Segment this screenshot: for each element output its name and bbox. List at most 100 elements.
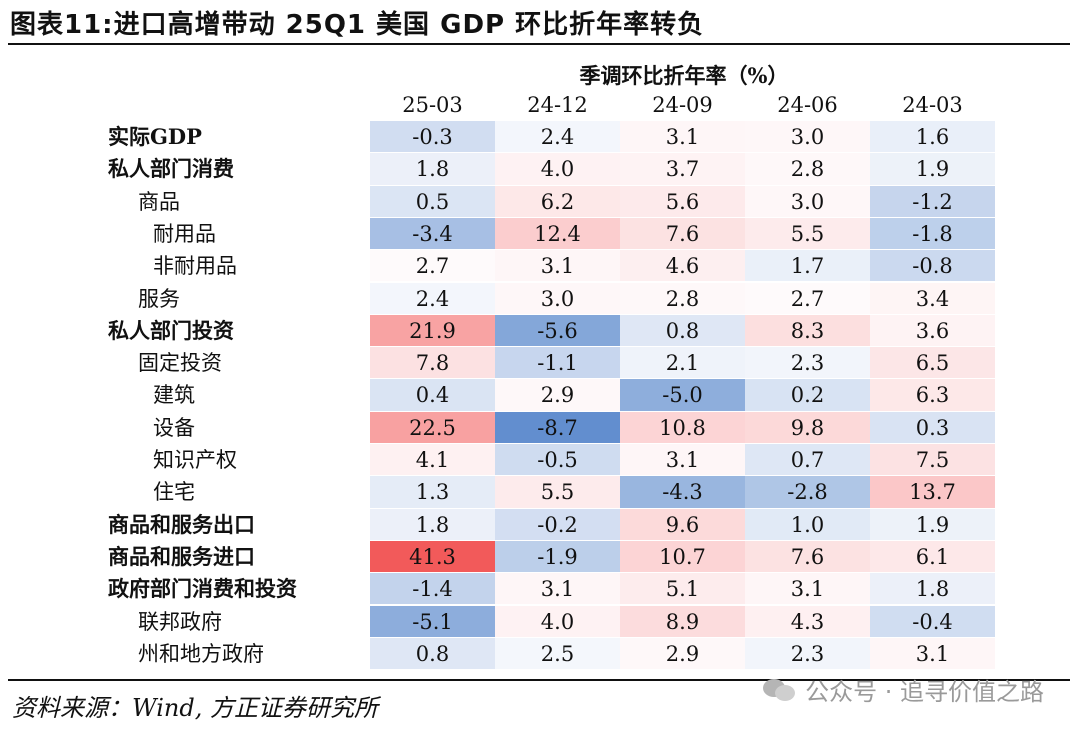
table-cell: 2.3 [745, 637, 870, 670]
row-label: 商品 [138, 189, 180, 214]
table-cell: 6.1 [870, 540, 995, 573]
table-cell: 0.8 [620, 314, 745, 347]
table-cell: 4.0 [495, 153, 620, 185]
table-cell: 41.3 [370, 540, 495, 573]
table-cell: 4.1 [370, 444, 495, 476]
table-cell: 2.8 [620, 282, 745, 314]
table-cell: 1.3 [370, 476, 495, 508]
row-label: 政府部门消费和投资 [108, 576, 297, 602]
table-cell: 3.6 [870, 314, 995, 347]
table-cell: -0.2 [495, 508, 620, 540]
table-cell: 3.0 [745, 185, 870, 217]
table-cell: 2.8 [745, 153, 870, 185]
table-cell: 21.9 [370, 314, 495, 347]
table-cell: 10.8 [620, 411, 745, 443]
table-cell: 8.3 [745, 314, 870, 347]
table-cell: 2.4 [495, 121, 620, 153]
table-cell: 3.1 [620, 121, 745, 153]
unit-label: 季调环比折年率（%） [579, 63, 789, 88]
table-cell: 1.8 [870, 573, 995, 605]
table-cell: -4.3 [620, 476, 745, 508]
column-header: 24-12 [527, 93, 588, 117]
table-cell: -1.4 [370, 573, 495, 605]
table-cell: 2.5 [495, 637, 620, 670]
column-header: 24-06 [777, 93, 838, 117]
row-label: 服务 [138, 286, 180, 311]
table-cell: 0.5 [370, 185, 495, 217]
table-cell: -0.3 [370, 121, 495, 153]
table-cell: 2.4 [370, 282, 495, 314]
table-cell: 4.3 [745, 605, 870, 637]
table-cell: 5.5 [745, 217, 870, 250]
table-cell: 9.8 [745, 411, 870, 443]
table-cell: -0.4 [870, 605, 995, 637]
row-label: 固定投资 [138, 351, 222, 376]
row-label: 私人部门消费 [108, 156, 234, 182]
table-cell: 5.6 [620, 185, 745, 217]
footer-divider [8, 679, 1070, 681]
table-cell: 8.9 [620, 605, 745, 637]
row-label: 州和地方政府 [138, 641, 264, 666]
table-cell: 6.5 [870, 347, 995, 379]
table-cell: 7.6 [620, 217, 745, 250]
table-cell: 7.5 [870, 444, 995, 476]
table-cell: 3.0 [495, 282, 620, 314]
table-cell: 9.6 [620, 508, 745, 540]
chart-title: 图表11:进口高增带动 25Q1 美国 GDP 环比折年率转负 [10, 10, 705, 40]
wechat-icon [763, 677, 797, 703]
table-cell: 2.7 [745, 282, 870, 314]
table-cell: 13.7 [870, 476, 995, 508]
row-label: 耐用品 [153, 221, 216, 246]
row-label: 私人部门投资 [108, 317, 234, 343]
table-cell: 3.1 [495, 573, 620, 605]
table-cell: 1.8 [370, 153, 495, 185]
column-header: 25-03 [402, 93, 463, 117]
row-label: 设备 [153, 415, 195, 440]
column-header: 24-09 [652, 93, 713, 117]
table-cell: -2.8 [745, 476, 870, 508]
table-cell: -1.8 [870, 217, 995, 250]
table-cell: -0.8 [870, 250, 995, 282]
watermark-text: 公众号 · 追寻价值之路 [805, 678, 1044, 706]
table-cell: -3.4 [370, 217, 495, 250]
table-cell: 5.1 [620, 573, 745, 605]
table-cell: 3.1 [495, 250, 620, 282]
row-label: 住宅 [153, 480, 195, 505]
table-cell: -8.7 [495, 411, 620, 443]
row-label: 商品和服务进口 [108, 543, 255, 569]
table-cell: -0.5 [495, 444, 620, 476]
table-cell: 1.8 [370, 508, 495, 540]
table-cell: 1.7 [745, 250, 870, 282]
row-label: 知识产权 [153, 448, 237, 472]
table-cell: 4.6 [620, 250, 745, 282]
table-cell: 3.4 [870, 282, 995, 314]
row-label: 实际GDP [108, 124, 202, 149]
table-cell: 1.0 [745, 508, 870, 540]
table-cell: 2.9 [495, 379, 620, 411]
table-cell: 12.4 [495, 217, 620, 250]
table-cell: 1.6 [870, 121, 995, 153]
row-label: 联邦政府 [138, 609, 222, 634]
table-cell: -5.0 [620, 379, 745, 411]
table-cell: 22.5 [370, 411, 495, 443]
table-cell: 3.1 [620, 444, 745, 476]
table-cell: 0.4 [370, 379, 495, 411]
table-cell: 2.9 [620, 637, 745, 670]
table-cell: 0.3 [870, 411, 995, 443]
table-cell: 3.0 [745, 121, 870, 153]
table-cell: 2.3 [745, 347, 870, 379]
table-cell: 3.1 [745, 573, 870, 605]
title-divider [8, 43, 1070, 45]
table-cell: -1.1 [495, 347, 620, 379]
table-cell: 10.7 [620, 540, 745, 573]
table-cell: -1.9 [495, 540, 620, 573]
table-cell: -1.2 [870, 185, 995, 217]
table-cell: 3.7 [620, 153, 745, 185]
column-header: 24-03 [902, 93, 963, 117]
source-note: 资料来源：Wind, 方正证券研究所 [12, 694, 378, 722]
table-cell: 5.5 [495, 476, 620, 508]
row-label: 建筑 [153, 383, 195, 408]
table-cell: 0.8 [370, 637, 495, 670]
row-label: 商品和服务出口 [108, 511, 255, 537]
table-cell: 0.7 [745, 444, 870, 476]
